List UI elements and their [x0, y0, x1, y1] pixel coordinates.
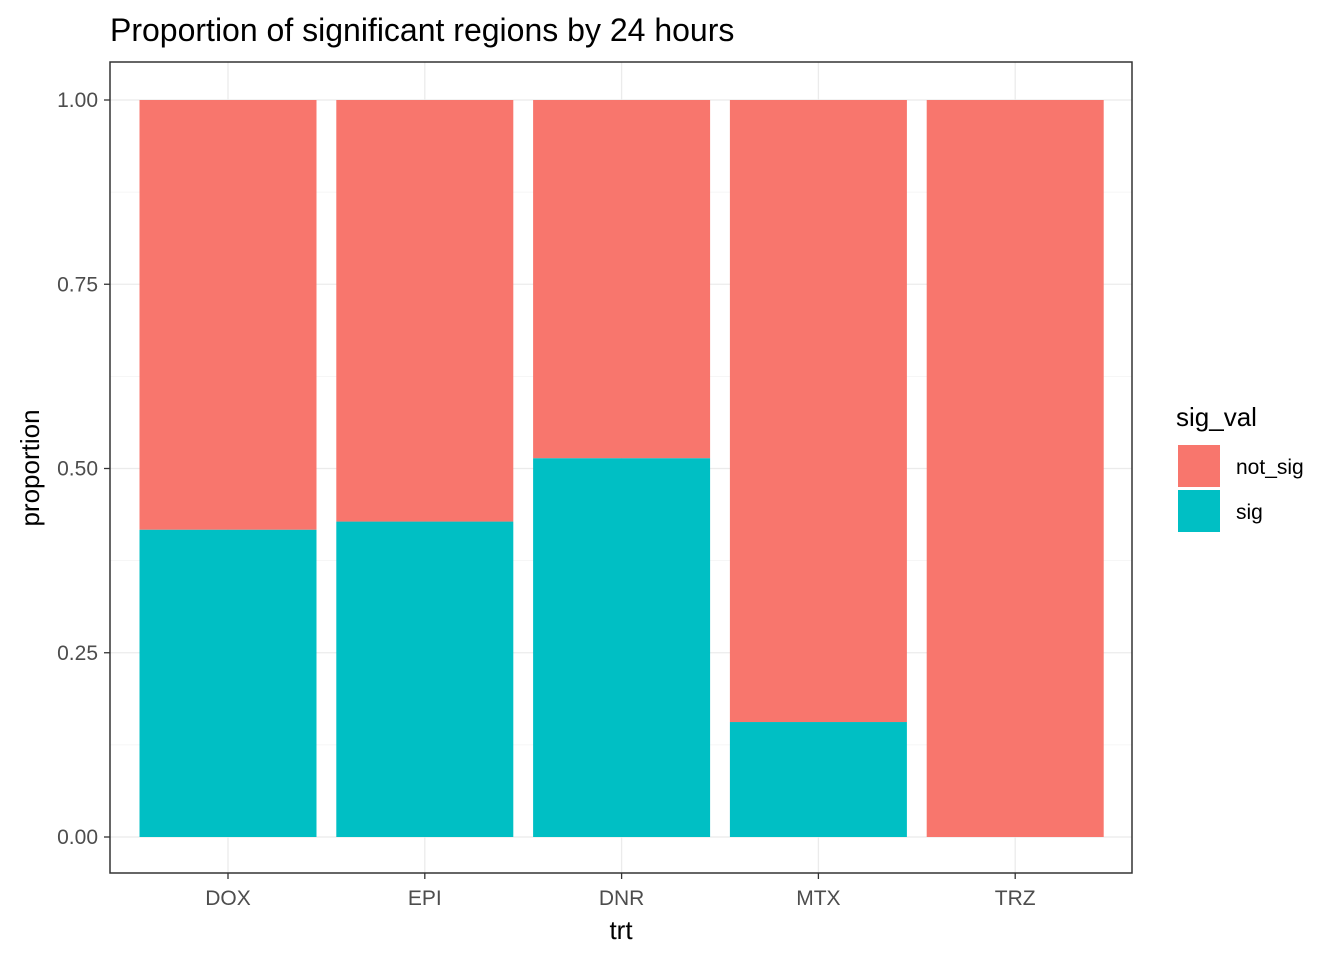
x-tick-label: DNR — [599, 887, 645, 910]
y-tick-label: 0.50 — [57, 458, 98, 481]
bar-trz-not-sig — [926, 100, 1104, 837]
legend-swatch — [1178, 490, 1220, 532]
bar-dox-not-sig — [139, 100, 317, 530]
bar-dnr-sig — [533, 458, 711, 837]
bar-mtx-not-sig — [729, 100, 907, 723]
x-tick-label: EPI — [408, 887, 442, 910]
y-axis: 0.00 0.25 0.50 0.75 1.00 — [57, 89, 110, 849]
bar-dox-sig — [139, 529, 317, 837]
y-axis-title: proportion — [15, 409, 45, 526]
y-tick-label: 0.25 — [57, 642, 98, 665]
x-axis: DOX EPI DNR MTX TRZ — [205, 873, 1036, 910]
legend-label: not_sig — [1236, 456, 1304, 479]
bar-dnr-not-sig — [533, 100, 711, 459]
legend-swatch — [1178, 445, 1220, 487]
bar-mtx-sig — [729, 722, 907, 837]
chart-title: Proportion of significant regions by 24 … — [110, 12, 734, 48]
y-tick-label: 0.75 — [57, 273, 98, 296]
bar-epi-not-sig — [336, 100, 514, 522]
legend-label: sig — [1236, 501, 1263, 524]
y-tick-label: 1.00 — [57, 89, 98, 112]
bar-epi-sig — [336, 521, 514, 837]
x-axis-title: trt — [609, 915, 633, 945]
x-tick-label: DOX — [205, 887, 251, 910]
y-tick-label: 0.00 — [57, 826, 98, 849]
bars — [139, 100, 1104, 837]
x-tick-label: TRZ — [995, 887, 1036, 910]
x-tick-label: MTX — [796, 887, 840, 910]
legend-title: sig_val — [1176, 402, 1257, 432]
